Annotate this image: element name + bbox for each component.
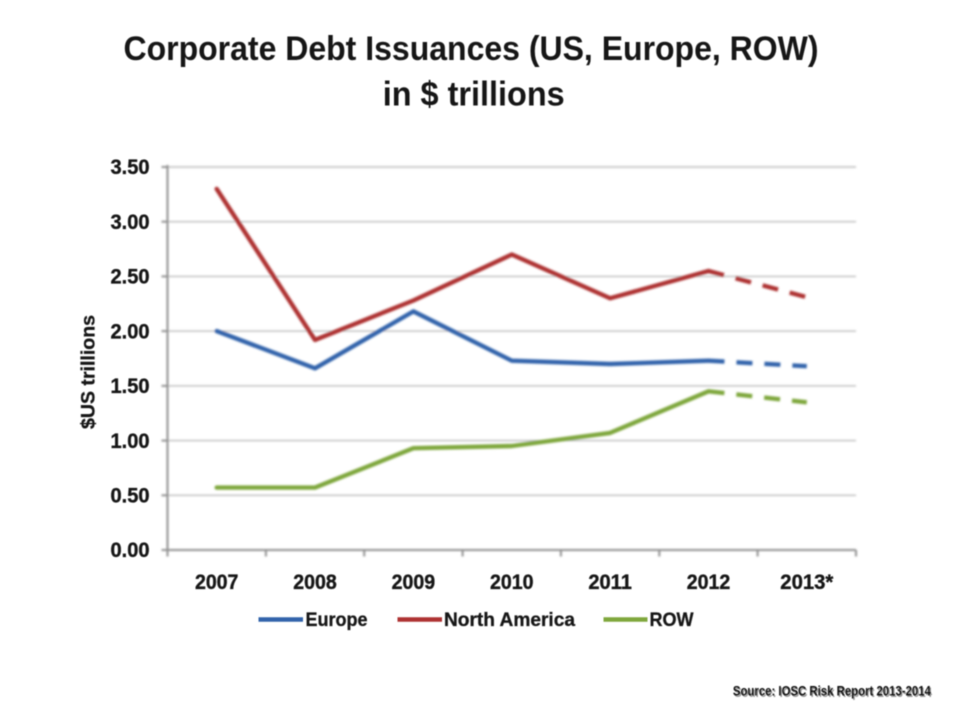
svg-text:Source: IOSC Risk Report 2013: Source: IOSC Risk Report 2013-2014 <box>733 683 931 699</box>
svg-text:2.50: 2.50 <box>111 266 150 289</box>
svg-text:0.50: 0.50 <box>111 485 150 508</box>
svg-text:2007: 2007 <box>195 571 239 594</box>
svg-text:3.00: 3.00 <box>111 211 150 234</box>
svg-text:in $ trillions: in $ trillions <box>383 76 565 114</box>
svg-text:2011: 2011 <box>588 571 632 594</box>
svg-text:2009: 2009 <box>392 571 436 594</box>
svg-text:2.00: 2.00 <box>111 320 150 343</box>
svg-text:0.00: 0.00 <box>111 539 150 562</box>
svg-text:Source: IOSC Risk Report 2013: Source: IOSC Risk Report 2013-2014 <box>734 684 932 700</box>
svg-text:2013*: 2013* <box>780 571 834 594</box>
svg-text:2012: 2012 <box>687 571 731 594</box>
svg-text:1.00: 1.00 <box>111 430 150 453</box>
svg-text:$US trillions: $US trillions <box>79 315 100 429</box>
svg-text:2008: 2008 <box>293 571 337 594</box>
svg-text:ROW: ROW <box>650 610 694 631</box>
svg-text:2010: 2010 <box>490 571 534 594</box>
svg-text:1.50: 1.50 <box>111 375 150 398</box>
svg-text:Europe: Europe <box>306 610 368 631</box>
svg-text:3.50: 3.50 <box>111 156 150 179</box>
svg-text:Corporate Debt Issuances (US,: Corporate Debt Issuances (US, Europe, RO… <box>124 30 819 68</box>
svg-text:North America: North America <box>444 610 575 631</box>
